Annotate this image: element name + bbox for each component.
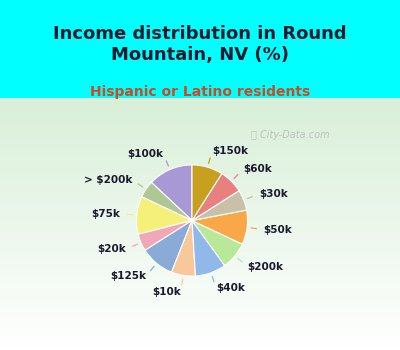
Text: $75k: $75k xyxy=(91,209,120,219)
Text: $100k: $100k xyxy=(127,149,163,159)
Wedge shape xyxy=(192,220,225,276)
Wedge shape xyxy=(142,182,192,220)
Text: $125k: $125k xyxy=(110,271,146,281)
Text: $50k: $50k xyxy=(264,225,292,235)
Text: $30k: $30k xyxy=(259,189,288,199)
Wedge shape xyxy=(192,165,222,220)
Wedge shape xyxy=(145,220,192,272)
Wedge shape xyxy=(192,220,242,265)
Text: $40k: $40k xyxy=(216,284,245,294)
Wedge shape xyxy=(192,191,247,220)
Text: $10k: $10k xyxy=(152,287,181,297)
Text: $150k: $150k xyxy=(212,146,248,156)
Text: ⓘ City-Data.com: ⓘ City-Data.com xyxy=(251,130,329,140)
Text: Hispanic or Latino residents: Hispanic or Latino residents xyxy=(90,85,310,99)
Wedge shape xyxy=(138,220,192,250)
Text: $60k: $60k xyxy=(243,164,272,174)
Wedge shape xyxy=(192,210,248,244)
Wedge shape xyxy=(136,197,192,234)
Text: > $200k: > $200k xyxy=(84,175,132,185)
Wedge shape xyxy=(172,220,196,276)
Wedge shape xyxy=(152,165,192,220)
Text: Income distribution in Round
Mountain, NV (%): Income distribution in Round Mountain, N… xyxy=(53,25,347,64)
Text: $200k: $200k xyxy=(248,261,284,272)
Wedge shape xyxy=(192,174,239,220)
Text: $20k: $20k xyxy=(97,244,126,254)
